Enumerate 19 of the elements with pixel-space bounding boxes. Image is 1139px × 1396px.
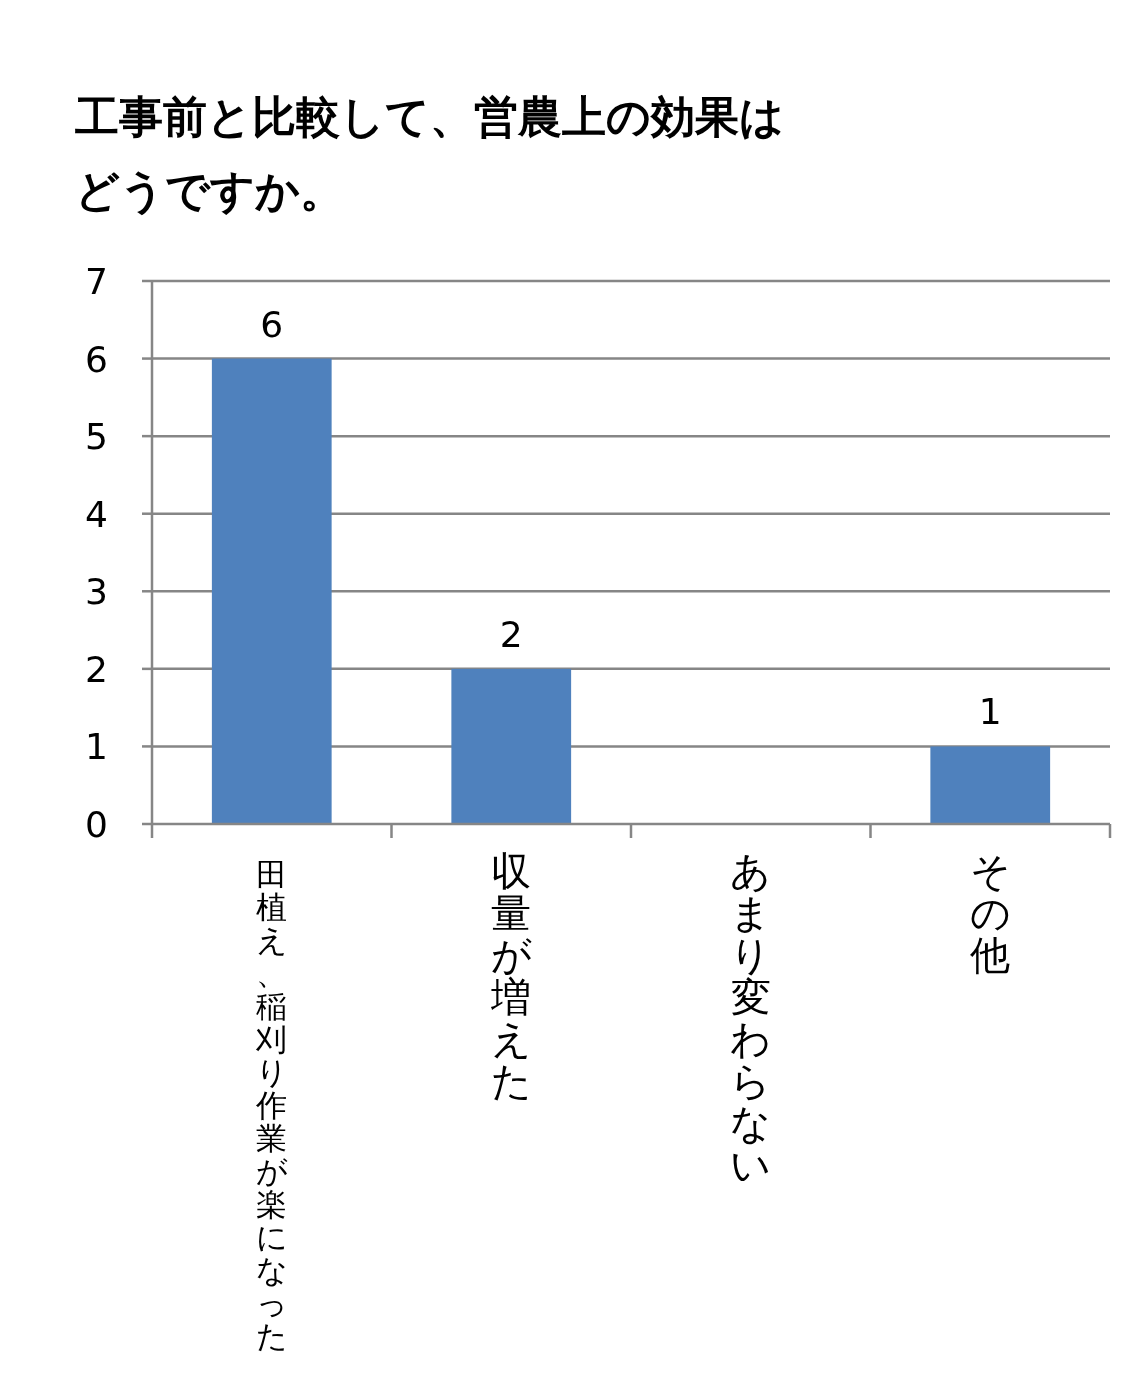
y-tick-label: 2 xyxy=(85,648,108,690)
data-label: 1 xyxy=(978,691,1002,733)
x-tick-label: その他 xyxy=(969,848,1011,978)
y-tick-label: 6 xyxy=(85,338,108,380)
data-label: 2 xyxy=(499,613,523,655)
category-label: 田植え、稲刈り作業が楽になった xyxy=(255,856,288,1354)
chart-title: 工事前と比較して、営農上の効果はどうですか。 xyxy=(75,91,784,216)
bar xyxy=(930,746,1051,824)
y-tick-label: 3 xyxy=(85,571,108,613)
bar xyxy=(451,668,572,824)
y-tick-label: 4 xyxy=(85,493,108,535)
y-tick-label: 7 xyxy=(85,261,108,302)
data-label: 6 xyxy=(260,303,284,345)
y-tick-label: 5 xyxy=(85,416,108,458)
y-tick-label: 1 xyxy=(85,726,108,768)
bar xyxy=(211,358,332,824)
x-tick-label: 収量が増えた xyxy=(490,848,532,1104)
y-tick-label: 0 xyxy=(85,804,108,845)
x-tick-label: あまり変わらない xyxy=(730,848,772,1188)
